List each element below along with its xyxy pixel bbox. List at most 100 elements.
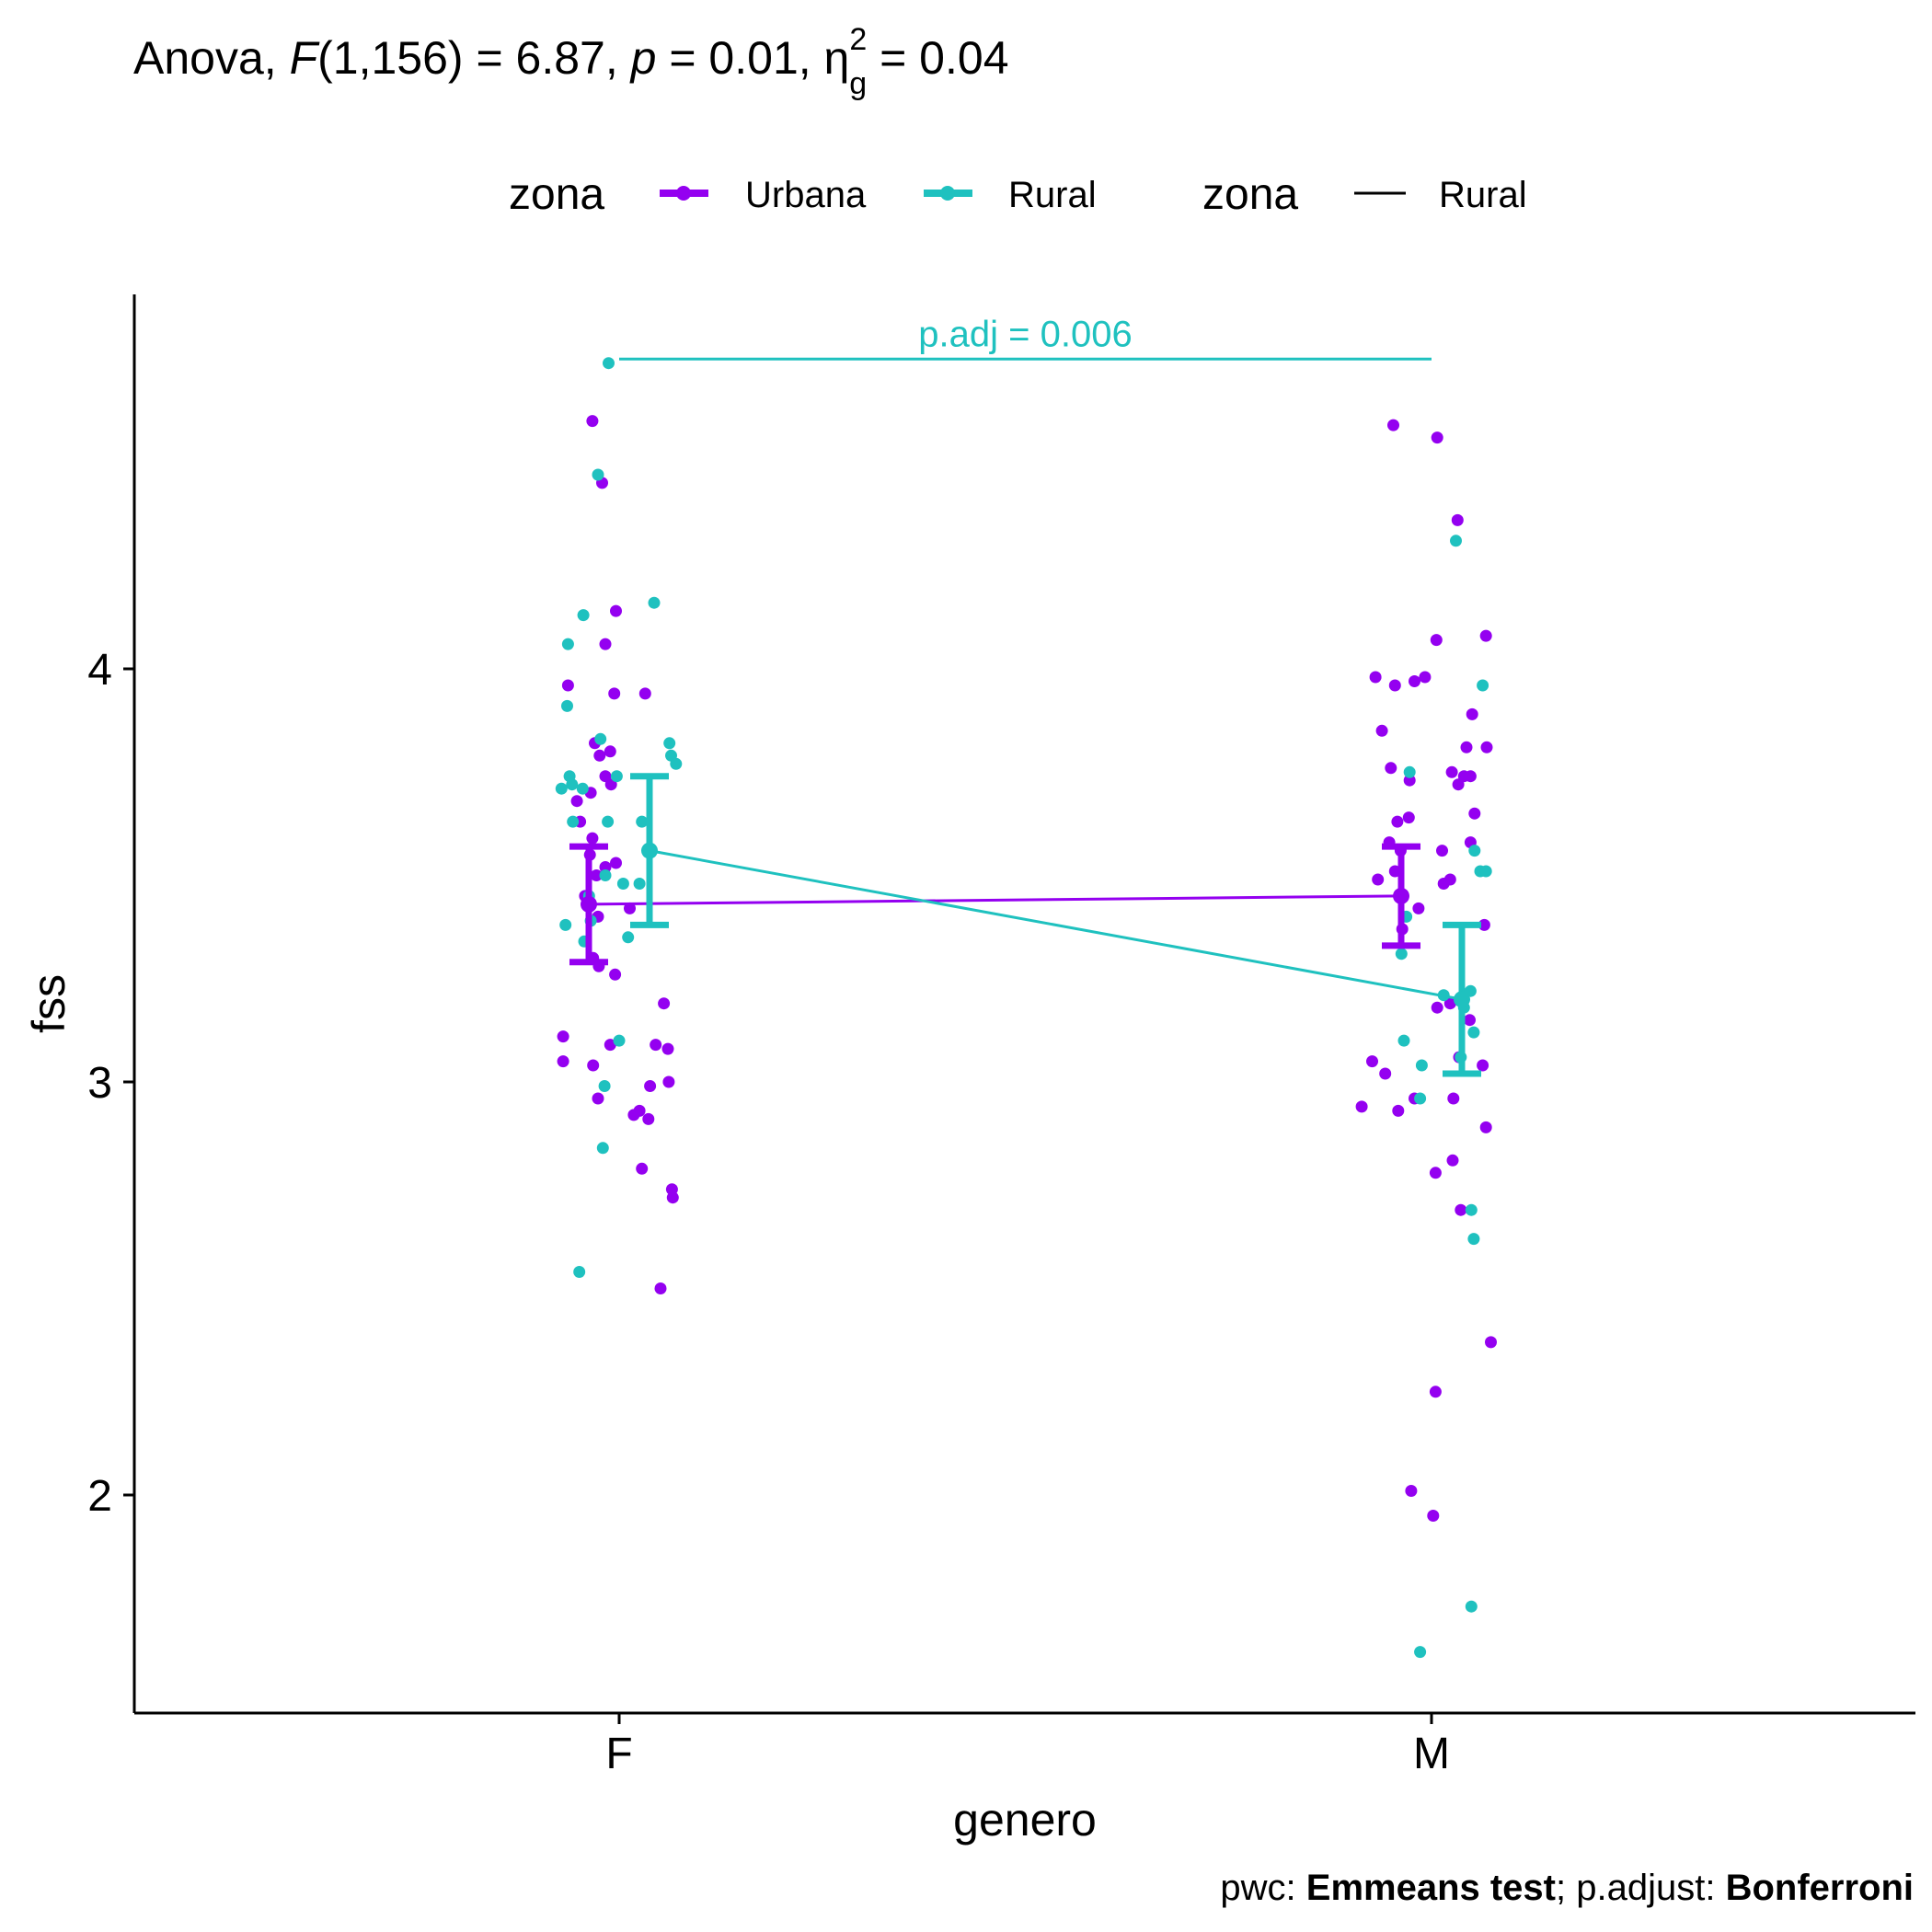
data-point-rural (633, 878, 646, 890)
data-point-urbana (1369, 671, 1382, 684)
data-point-rural (576, 782, 589, 795)
data-point-rural (1467, 1233, 1480, 1246)
x-tick-label: F (605, 1730, 632, 1778)
mean-points (581, 842, 1470, 1008)
data-point-urbana (1431, 431, 1443, 444)
mean-point-rural (641, 842, 658, 859)
data-point-urbana (658, 997, 671, 1010)
data-point-urbana (1355, 1100, 1368, 1113)
x-tick-label: M (1413, 1730, 1450, 1778)
data-point-urbana (586, 832, 599, 845)
data-point-urbana (638, 687, 651, 700)
data-point-rural (566, 778, 579, 791)
data-point-urbana (666, 1191, 679, 1204)
mean-point-urbana (1393, 887, 1409, 904)
data-point-urbana (604, 1039, 616, 1052)
data-point-urbana (636, 1162, 649, 1175)
data-point-urbana (1419, 671, 1432, 684)
data-point-urbana (1457, 770, 1470, 783)
data-point-urbana (1479, 629, 1492, 642)
data-point-urbana (1485, 1336, 1497, 1349)
data-point-urbana (604, 745, 616, 758)
data-point-urbana (1385, 762, 1397, 775)
mean-line-rural (649, 849, 1463, 1001)
data-point-urbana (1466, 707, 1478, 720)
mean-point-urbana (581, 895, 597, 913)
data-point-urbana (1443, 873, 1456, 886)
data-point-urbana (593, 749, 606, 762)
data-point-urbana (644, 1080, 657, 1092)
data-point-urbana (610, 857, 622, 869)
data-point-rural (561, 699, 573, 712)
data-point-urbana (586, 415, 599, 428)
data-point-urbana (642, 1112, 655, 1125)
data-point-urbana (1436, 845, 1448, 857)
data-point-urbana (1392, 1104, 1405, 1117)
data-point-rural (1477, 679, 1489, 692)
data-point-urbana (1429, 1167, 1442, 1179)
data-point-rural (1414, 1092, 1427, 1105)
legend: zona Urbana Rural zona Rural (509, 170, 1527, 219)
data-point-urbana (1379, 1067, 1392, 1080)
data-point-urbana (1430, 634, 1443, 647)
data-point-rural (610, 770, 623, 783)
data-point-urbana (1366, 1055, 1378, 1068)
legend-label-rural: Rural (1008, 175, 1097, 215)
data-point-urbana (1375, 724, 1388, 737)
chart-title: Anova, F(1,156) = 6.87, p = 0.01, η2 g = … (133, 22, 1009, 101)
data-point-rural (648, 596, 661, 609)
data-point-rural (1468, 845, 1481, 857)
data-point-rural (1414, 1646, 1427, 1659)
data-point-urbana (654, 1282, 667, 1294)
mean-point-rural (1454, 991, 1470, 1008)
data-point-urbana (590, 869, 603, 881)
data-point-rural (603, 357, 615, 370)
y-tick-label: 4 (87, 646, 112, 695)
data-point-urbana (592, 1092, 604, 1105)
data-point-urbana (661, 1042, 674, 1055)
data-point-rural (1465, 1203, 1478, 1216)
data-point-rural (616, 878, 629, 890)
data-point-urbana (1480, 741, 1493, 753)
legend-label-urbana: Urbana (745, 175, 867, 215)
significance-bracket: p.adj = 0.006 (619, 314, 1432, 361)
data-point-urbana (1446, 1154, 1459, 1167)
data-point-urbana (587, 1059, 600, 1072)
data-point-urbana (599, 638, 612, 650)
data-point-rural (1465, 1600, 1478, 1613)
data-point-rural (1397, 1034, 1410, 1047)
data-point-urbana (1402, 811, 1415, 824)
data-point-rural (1395, 948, 1408, 960)
data-point-urbana (609, 968, 622, 981)
data-point-rural (561, 638, 574, 650)
data-point-urbana (1477, 1059, 1489, 1072)
data-point-urbana (1464, 1014, 1476, 1027)
data-point-rural (636, 815, 649, 828)
data-point-rural (613, 1034, 626, 1047)
data-point-urbana (650, 1039, 662, 1052)
data-point-urbana (1405, 1485, 1418, 1497)
data-point-urbana (599, 861, 612, 873)
legend-key-rural (924, 186, 972, 201)
data-point-rural (1479, 865, 1492, 878)
data-point-urbana (1478, 918, 1490, 931)
data-point-urbana (1388, 679, 1401, 692)
y-axis-label: fss (23, 974, 75, 1033)
legend-title-zona-line: zona (1202, 170, 1298, 219)
data-point-rural (596, 1142, 609, 1155)
data-point-rural (567, 815, 580, 828)
mean-lines (588, 849, 1463, 1001)
data-point-rural (622, 931, 635, 944)
caption: pwc: Emmeans test; p.adjust: Bonferroni (1220, 1868, 1914, 1908)
data-point-urbana (1391, 815, 1404, 828)
data-point-urbana (561, 679, 574, 692)
data-point-rural (1467, 1026, 1480, 1039)
data-point-urbana (1443, 997, 1456, 1010)
data-point-rural (602, 815, 615, 828)
x-axis-label: genero (953, 1794, 1097, 1846)
data-point-rural (594, 732, 607, 745)
legend-title-zona: zona (509, 170, 604, 219)
data-point-rural (1403, 765, 1416, 778)
